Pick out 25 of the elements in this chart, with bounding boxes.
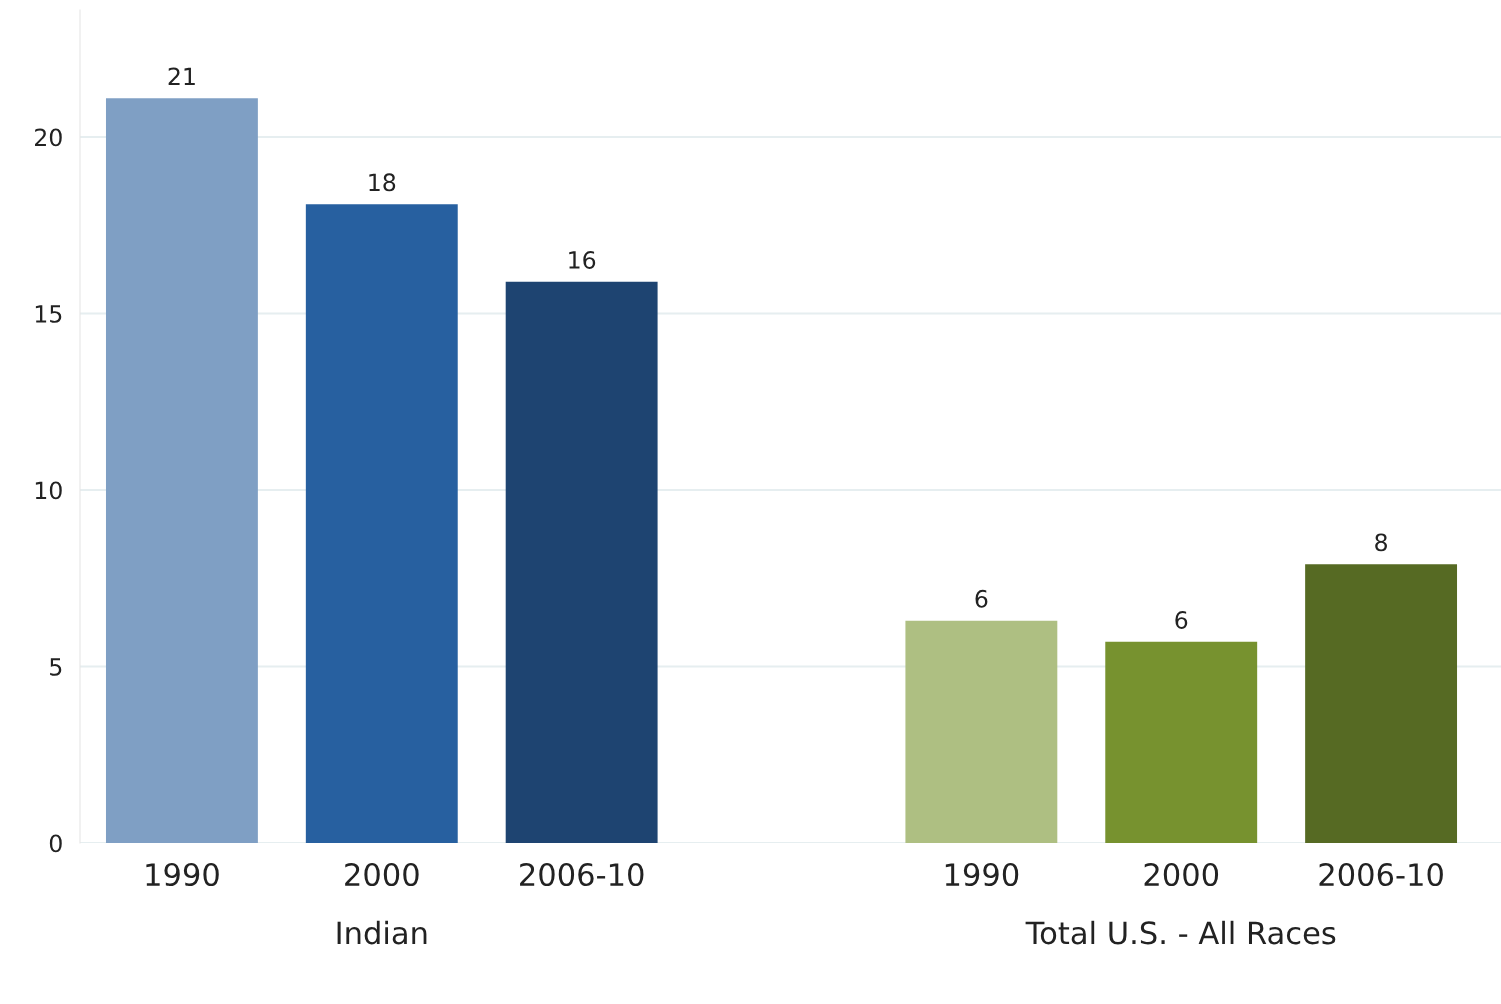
x-tick-label: 1990 — [945, 862, 1019, 887]
bar — [905, 620, 1058, 843]
y-tick-label: 20 — [35, 128, 62, 147]
x-tick-label: 1990 — [146, 862, 219, 887]
bar — [305, 204, 458, 843]
data-label: 21 — [168, 67, 195, 85]
data-label: 6 — [1175, 611, 1188, 629]
bar — [1105, 641, 1258, 843]
data-label: 6 — [975, 589, 988, 608]
data-label: 18 — [369, 173, 396, 192]
text: Total U.S. - All Races — [1025, 920, 1336, 945]
data-label: 16 — [569, 251, 596, 269]
data-label: 8 — [1375, 533, 1387, 552]
y-tick-label: 0 — [49, 834, 62, 853]
y-tick-label: 5 — [50, 658, 62, 676]
bar — [105, 98, 258, 843]
bar — [1305, 564, 1458, 843]
y-tick-label: 10 — [35, 481, 62, 500]
text: Indian — [337, 920, 427, 945]
x-tick-label: 2006-10 — [520, 862, 644, 887]
bar — [505, 281, 658, 843]
y-tick-label: 15 — [35, 305, 62, 323]
x-tick-label: 2006-10 — [1319, 862, 1443, 887]
x-tick-label: 2000 — [1144, 862, 1219, 887]
x-tick-label: 2000 — [345, 862, 419, 887]
